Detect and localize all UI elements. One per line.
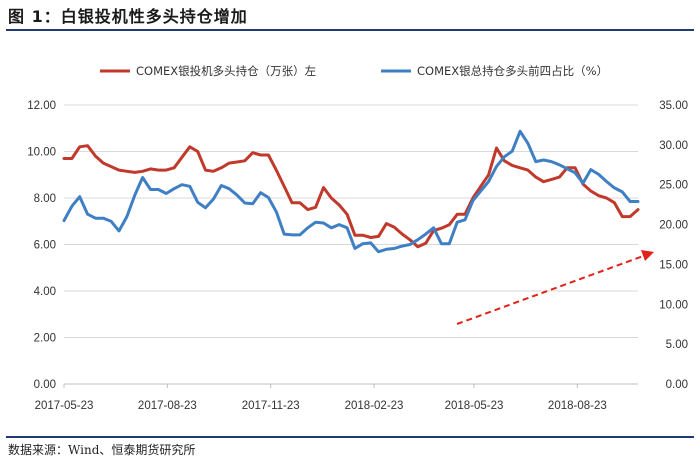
x-tick-label: 2017-05-23 bbox=[35, 400, 94, 412]
x-tick-label: 2018-05-23 bbox=[445, 400, 504, 412]
left-tick-label: 2.00 bbox=[34, 333, 56, 345]
right-tick-label: 30.00 bbox=[659, 140, 688, 152]
source-note: 数据来源：Wind、恒泰期货研究所 bbox=[8, 443, 196, 457]
right-tick-label: 20.00 bbox=[659, 220, 688, 232]
left-axis: 0.00 2.00 4.00 6.00 8.00 10.00 12.00 bbox=[27, 100, 56, 391]
left-tick-label: 0.00 bbox=[34, 379, 56, 391]
x-tick-label: 2018-02-23 bbox=[345, 400, 404, 412]
right-tick-label: 35.00 bbox=[659, 100, 688, 112]
x-axis: 2017-05-23 2017-08-23 2017-11-23 2018-02-23… bbox=[35, 383, 638, 412]
gridlines bbox=[64, 104, 638, 338]
right-tick-label: 5.00 bbox=[666, 339, 688, 351]
legend-label-speculative-long: COMEX银投机多头持仓（万张）左 bbox=[136, 64, 316, 78]
trend-arrow-head bbox=[641, 250, 654, 261]
legend: COMEX银投机多头持仓（万张）左 COMEX银总持仓多头前四占比（%） bbox=[100, 64, 608, 78]
right-tick-label: 10.00 bbox=[659, 299, 688, 311]
legend-label-total-long-share: COMEX银总持仓多头前四占比（%） bbox=[417, 64, 608, 78]
series-line-total-long-share bbox=[62, 129, 640, 254]
chart: 0.00 2.00 4.00 6.00 8.00 10.00 12.00 0.00 5.00 1… bbox=[27, 64, 688, 412]
right-tick-label: 25.00 bbox=[659, 180, 688, 192]
trend-arrow bbox=[456, 250, 654, 325]
x-tick-label: 2017-11-23 bbox=[242, 400, 300, 412]
series-lines bbox=[62, 129, 640, 254]
title-rule bbox=[6, 29, 694, 31]
right-tick-label: 15.00 bbox=[659, 259, 688, 271]
right-axis: 0.00 5.00 10.00 15.00 20.00 25.00 30.00 35.00 bbox=[659, 100, 688, 391]
left-tick-label: 8.00 bbox=[34, 193, 56, 205]
left-tick-label: 12.00 bbox=[27, 100, 56, 112]
x-tick-label: 2018-08-23 bbox=[548, 400, 607, 412]
source-rule bbox=[6, 436, 694, 438]
left-tick-label: 10.00 bbox=[27, 147, 56, 159]
left-tick-label: 6.00 bbox=[34, 240, 56, 252]
trend-arrow-shaft bbox=[456, 254, 647, 325]
figure-title: 图 1：白银投机性多头持仓增加 bbox=[8, 7, 248, 26]
x-tick-label: 2017-08-23 bbox=[138, 400, 197, 412]
series-line-speculative-long bbox=[62, 144, 640, 249]
right-tick-label: 0.00 bbox=[666, 379, 688, 391]
left-tick-label: 4.00 bbox=[34, 286, 56, 298]
